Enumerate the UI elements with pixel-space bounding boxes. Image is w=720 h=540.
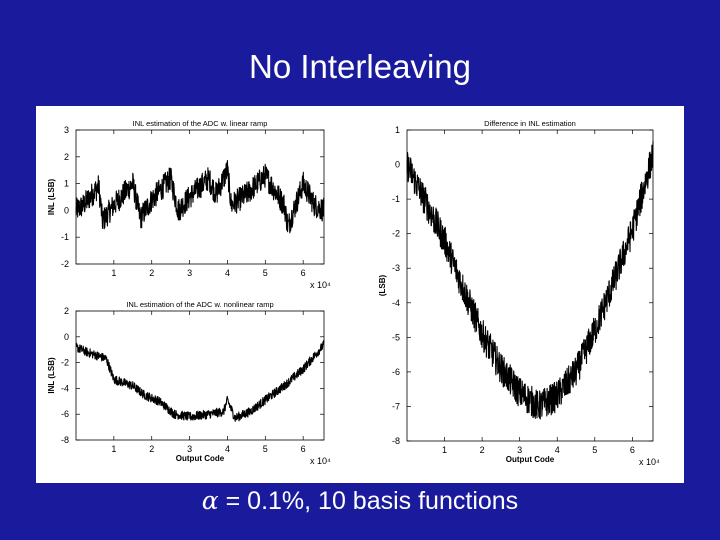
chart-title: Difference in INL estimation [484, 119, 576, 128]
chart-title: INL estimation of the ADC w. linear ramp [133, 119, 268, 128]
y-tick-label: -8 [61, 435, 69, 445]
x-tick-label: 6 [630, 445, 635, 455]
x-tick-label: 5 [592, 445, 597, 455]
series-line-1 [406, 140, 654, 420]
y-tick-label: -2 [61, 259, 69, 269]
axes-frame [75, 310, 325, 441]
slide-title: No Interleaving [249, 48, 471, 85]
x-tick-label: 6 [301, 268, 306, 278]
y-axis-label: (LSB) [378, 275, 387, 297]
x-tick-label: 4 [225, 444, 230, 454]
x-axis-label: Output Code [506, 455, 555, 464]
x-tick-label: 6 [301, 444, 306, 454]
plots-svg: INL estimation of the ADC w. linear ramp… [47, 119, 660, 467]
x-axis-label: Output Code [176, 454, 225, 463]
y-tick-label: -4 [392, 298, 400, 308]
x-tick-label: 2 [480, 445, 485, 455]
y-tick-label: 0 [395, 160, 400, 170]
x-tick-label: 1 [442, 445, 447, 455]
caption-text: = 0.1%, 10 basis functions [218, 487, 519, 515]
x-multiplier: x 10⁴ [310, 456, 331, 466]
y-tick-label: -3 [392, 263, 400, 273]
x-tick-label: 4 [225, 268, 230, 278]
y-tick-label: -6 [61, 409, 69, 419]
y-axis-label: INL (LSB) [47, 179, 56, 216]
y-tick-label: 0 [64, 205, 69, 215]
y-tick-label: -7 [392, 401, 400, 411]
y-tick-label: 1 [64, 179, 69, 189]
y-tick-label: -6 [392, 367, 400, 377]
x-tick-label: 1 [111, 444, 116, 454]
y-tick-label: 3 [64, 125, 69, 135]
chart-title: INL estimation of the ADC w. nonlinear r… [126, 300, 273, 309]
chart-3: Difference in INL estimation -8 -7 -6 -5 -4 -3… [378, 119, 660, 467]
axes-frame [75, 129, 325, 265]
x-tick-label: 2 [149, 444, 154, 454]
series-line-1 [75, 159, 325, 234]
x-multiplier: x 10⁴ [310, 280, 331, 290]
x-tick-label: 3 [187, 444, 192, 454]
y-tick-label: -5 [392, 332, 400, 342]
x-multiplier: x 10⁴ [639, 457, 660, 467]
y-tick-label: -2 [392, 229, 400, 239]
x-tick-label: 1 [111, 268, 116, 278]
y-axis-label: INL (LSB) [47, 357, 56, 394]
x-tick-label: 5 [263, 268, 268, 278]
chart-2: INL estimation of the ADC w. nonlinear r… [47, 300, 331, 466]
x-tick-label: 3 [187, 268, 192, 278]
x-tick-label: 5 [263, 444, 268, 454]
y-tick-label: -2 [61, 358, 69, 368]
y-tick-label: -4 [61, 383, 69, 393]
series-line-1 [75, 339, 325, 422]
y-tick-label: -1 [61, 232, 69, 242]
y-tick-label: -1 [392, 194, 400, 204]
x-tick-label: 3 [517, 445, 522, 455]
x-tick-label: 2 [149, 268, 154, 278]
y-tick-label: -8 [392, 436, 400, 446]
plots-panel: INL estimation of the ADC w. linear ramp… [36, 106, 684, 483]
y-tick-label: 1 [395, 125, 400, 135]
alpha-symbol: α [201, 486, 219, 515]
y-tick-label: 2 [64, 306, 69, 316]
y-tick-label: 2 [64, 152, 69, 162]
axes-frame [406, 129, 654, 442]
y-tick-label: 0 [64, 332, 69, 342]
x-tick-label: 4 [555, 445, 560, 455]
caption: α = 0.1%, 10 basis functions [0, 486, 720, 516]
chart-1: INL estimation of the ADC w. linear ramp… [47, 119, 331, 290]
